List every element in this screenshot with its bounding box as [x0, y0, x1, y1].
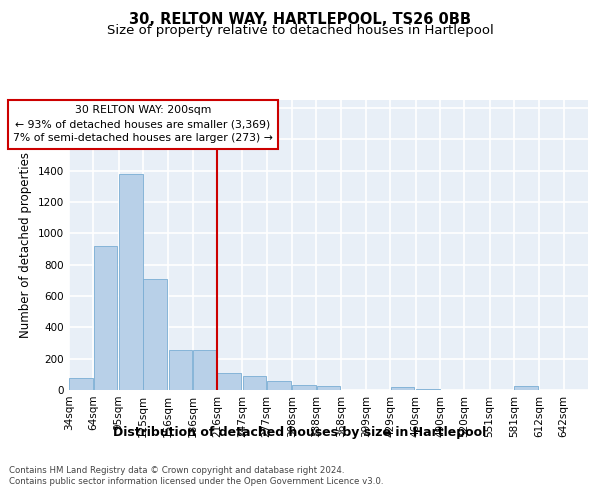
Bar: [143, 278, 167, 390]
Text: 30, RELTON WAY, HARTLEPOOL, TS26 0BB: 30, RELTON WAY, HARTLEPOOL, TS26 0BB: [129, 12, 471, 28]
Bar: [267, 380, 291, 390]
Bar: [70, 378, 93, 390]
Text: Contains public sector information licensed under the Open Government Licence v3: Contains public sector information licen…: [9, 478, 383, 486]
Bar: [119, 174, 143, 390]
Text: 30 RELTON WAY: 200sqm
← 93% of detached houses are smaller (3,369)
7% of semi-de: 30 RELTON WAY: 200sqm ← 93% of detached …: [13, 106, 273, 144]
Bar: [169, 350, 192, 390]
Text: Distribution of detached houses by size in Hartlepool: Distribution of detached houses by size …: [113, 426, 487, 439]
Bar: [193, 350, 217, 390]
Bar: [217, 373, 241, 390]
Bar: [317, 386, 340, 390]
Bar: [292, 386, 316, 390]
Text: Contains HM Land Registry data © Crown copyright and database right 2024.: Contains HM Land Registry data © Crown c…: [9, 466, 344, 475]
Bar: [514, 386, 538, 390]
Bar: [416, 389, 440, 390]
Y-axis label: Number of detached properties: Number of detached properties: [19, 152, 32, 338]
Text: Size of property relative to detached houses in Hartlepool: Size of property relative to detached ho…: [107, 24, 493, 37]
Bar: [242, 376, 266, 390]
Bar: [391, 387, 415, 390]
Bar: [94, 246, 118, 390]
